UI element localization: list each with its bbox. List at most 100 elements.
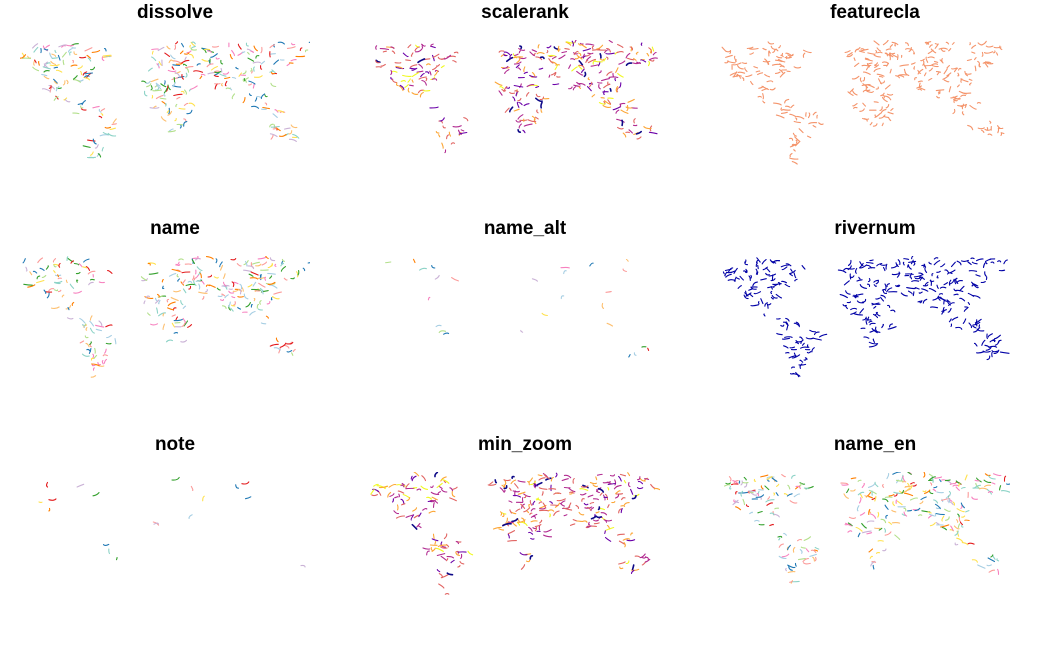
river-segment (458, 131, 462, 136)
river-segment (988, 345, 998, 348)
river-segment (887, 326, 897, 330)
river-segment (922, 284, 929, 287)
river-segment (805, 548, 810, 553)
river-segment (411, 79, 414, 83)
river-segment (530, 537, 535, 540)
river-segment (932, 488, 937, 492)
river-segment (951, 41, 955, 45)
river-segment (952, 484, 960, 487)
river-segment (498, 50, 505, 53)
river-segment (578, 511, 585, 516)
river-segment (576, 81, 581, 86)
river-segment (181, 42, 185, 48)
river-segment (560, 295, 565, 300)
river-segment (529, 74, 538, 78)
river-segment (56, 69, 63, 73)
river-segment (256, 304, 260, 309)
river-segment (231, 281, 235, 288)
river-segment (736, 73, 741, 79)
river-segment (811, 347, 815, 353)
river-segment (568, 64, 572, 69)
river-segment (250, 271, 259, 276)
river-segment (646, 52, 650, 57)
river-segment (750, 492, 758, 496)
river-segment (198, 283, 201, 290)
river-segment (936, 284, 939, 289)
river-segment (971, 44, 977, 49)
river-segment (902, 475, 906, 482)
river-segment (756, 271, 759, 275)
river-segment (757, 510, 763, 514)
river-segment (935, 512, 945, 516)
river-segment (260, 46, 263, 54)
river-segment (732, 480, 738, 484)
river-segment (617, 533, 625, 536)
river-segment (171, 268, 181, 272)
river-segment (845, 290, 851, 295)
river-segment (575, 504, 580, 509)
river-segment (971, 261, 978, 265)
river-segment (929, 44, 933, 48)
river-segment (90, 375, 97, 378)
river-segment (754, 519, 760, 522)
river-segment (598, 70, 602, 74)
river-segment (147, 67, 153, 72)
river-segment (903, 258, 910, 260)
river-segment (111, 123, 117, 125)
river-segment (418, 512, 422, 518)
river-segment (425, 77, 428, 82)
river-segment (222, 281, 227, 287)
river-segment (742, 498, 746, 506)
river-segment (265, 256, 269, 260)
river-segment (375, 66, 382, 68)
river-segment (969, 104, 977, 110)
river-segment (956, 537, 964, 543)
river-segment (946, 299, 951, 303)
river-segment (426, 63, 431, 66)
river-segment (231, 49, 235, 57)
river-segment (901, 513, 906, 517)
river-segment (904, 72, 910, 77)
river-segment (509, 91, 516, 95)
river-segment (964, 474, 968, 481)
river-segment (961, 542, 969, 546)
river-segment (400, 80, 406, 82)
river-segment (748, 490, 757, 493)
river-segment (105, 324, 113, 328)
river-segment (540, 101, 543, 109)
river-segment (270, 125, 280, 128)
river-segment (583, 71, 587, 78)
river-segment (591, 45, 594, 50)
river-segment (904, 273, 914, 275)
river-segment (231, 304, 236, 307)
river-segment (283, 277, 288, 281)
river-segment (530, 508, 536, 512)
river-segment (81, 323, 86, 328)
panel-title: note (154, 434, 196, 455)
river-segment (729, 485, 732, 490)
river-segment (861, 522, 867, 529)
river-segment (78, 263, 83, 268)
river-segment (259, 300, 262, 305)
river-segment (501, 484, 505, 488)
river-segment (750, 287, 757, 290)
river-segment (413, 514, 419, 519)
river-segment (288, 130, 293, 135)
river-segment (396, 484, 406, 487)
river-segment (213, 276, 219, 279)
river-segment (971, 51, 976, 54)
river-segment (147, 312, 151, 316)
river-segment (721, 46, 727, 53)
river-segment (509, 509, 512, 514)
river-segment (775, 114, 785, 119)
river-segment (847, 52, 853, 56)
river-segment (627, 482, 631, 488)
river-segment (437, 56, 444, 60)
river-segment (232, 281, 239, 285)
river-segment (278, 133, 287, 137)
river-segment (428, 510, 436, 514)
river-segment (41, 73, 48, 77)
river-segment (103, 55, 112, 58)
river-segment (777, 281, 781, 286)
river-segment (251, 261, 260, 265)
